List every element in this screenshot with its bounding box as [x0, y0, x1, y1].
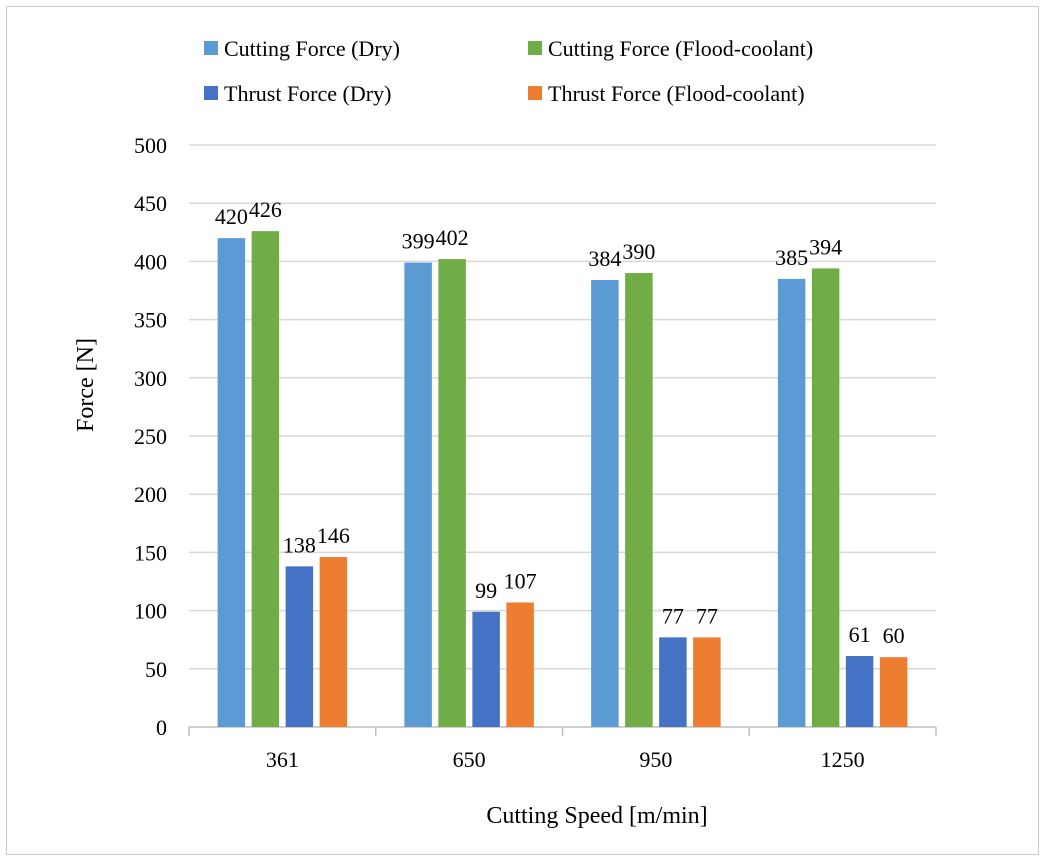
- bar-chart: Cutting Force (Dry) Cutting Force (Flood-…: [73, 36, 937, 829]
- legend-item: Thrust Force (Flood-coolant): [528, 81, 805, 106]
- gridlines: [189, 144, 936, 728]
- legend-label: Thrust Force (Dry): [224, 81, 391, 106]
- chart-frame: Cutting Force (Dry) Cutting Force (Flood-…: [6, 6, 1039, 855]
- bar: [777, 278, 806, 727]
- bar: [251, 231, 280, 728]
- legend-swatch: [204, 86, 218, 100]
- x-axis-title: Cutting Speed [m/min]: [486, 803, 707, 829]
- data-label: 390: [622, 239, 655, 264]
- bar: [625, 273, 653, 727]
- data-label: 61: [849, 622, 871, 647]
- bar: [659, 637, 687, 727]
- bar: [285, 566, 314, 727]
- legend-swatch: [528, 41, 542, 55]
- data-labels: 420 426 138 146 399 402 99 107 384 390 77 77 385 394 6…: [215, 197, 905, 648]
- bar: [811, 268, 840, 727]
- data-label: 99: [475, 578, 497, 603]
- bar: [591, 280, 619, 727]
- legend-item: Cutting Force (Flood-coolant): [528, 36, 813, 61]
- y-tick-label: 250: [134, 424, 167, 449]
- bar: [438, 259, 466, 727]
- legend-item: Cutting Force (Dry): [204, 36, 400, 61]
- bar: [845, 655, 874, 727]
- data-label: 146: [317, 523, 350, 548]
- legend: Cutting Force (Dry) Cutting Force (Flood-…: [204, 36, 813, 106]
- y-tick-label: 0: [156, 715, 167, 740]
- data-label: 394: [809, 234, 842, 259]
- bar: [879, 657, 908, 727]
- legend-swatch: [204, 41, 218, 55]
- data-label: 107: [504, 568, 537, 593]
- bar: [693, 637, 721, 727]
- data-label: 402: [436, 225, 469, 250]
- y-axis-title: Force [N]: [73, 338, 99, 432]
- bar: [404, 262, 432, 727]
- bar: [319, 557, 348, 727]
- y-tick-label: 50: [145, 657, 167, 682]
- bar: [506, 602, 534, 727]
- data-label: 60: [883, 623, 905, 648]
- legend-label: Thrust Force (Flood-coolant): [548, 81, 805, 106]
- bar: [472, 611, 500, 727]
- y-tick-label: 200: [134, 482, 167, 507]
- legend-swatch: [528, 86, 542, 100]
- data-label: 77: [662, 603, 684, 628]
- data-label: 385: [775, 245, 808, 270]
- x-tick-label: 361: [266, 747, 299, 772]
- data-label: 138: [283, 532, 316, 557]
- data-label: 426: [249, 197, 282, 222]
- bar: [217, 238, 246, 727]
- y-tick-label: 450: [134, 191, 167, 216]
- x-axis: 361 650 950 1250: [188, 727, 937, 772]
- bars: [217, 231, 908, 728]
- y-tick-label: 300: [134, 366, 167, 391]
- legend-label: Cutting Force (Flood-coolant): [548, 36, 813, 61]
- data-label: 77: [696, 603, 718, 628]
- y-tick-label: 500: [134, 133, 167, 158]
- y-tick-label: 350: [134, 308, 167, 333]
- legend-label: Cutting Force (Dry): [224, 36, 400, 61]
- data-label: 384: [588, 246, 621, 271]
- x-tick-label: 650: [453, 747, 486, 772]
- y-axis-ticks: 0 50 100 150 200 250 300 350 400 450 500: [134, 133, 167, 740]
- data-label: 399: [402, 229, 435, 254]
- data-label: 420: [215, 204, 248, 229]
- y-tick-label: 150: [134, 540, 167, 565]
- x-tick-label: 950: [639, 747, 672, 772]
- x-tick-label: 1250: [821, 747, 865, 772]
- y-tick-label: 400: [134, 249, 167, 274]
- y-tick-label: 100: [134, 599, 167, 624]
- legend-item: Thrust Force (Dry): [204, 81, 391, 106]
